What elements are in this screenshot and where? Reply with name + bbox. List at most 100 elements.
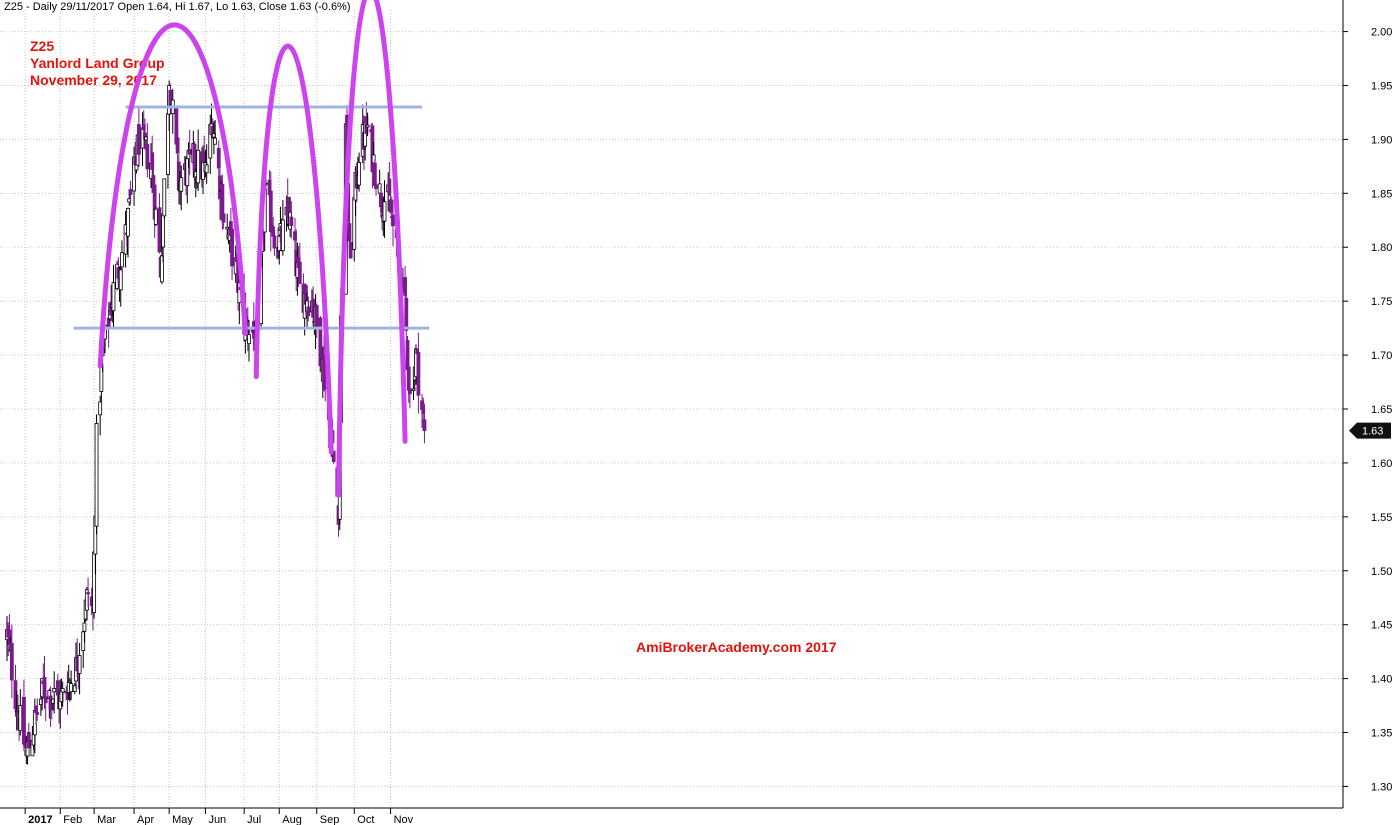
candle-body xyxy=(52,688,57,693)
x-tick-label: Apr xyxy=(137,814,154,825)
x-tick-label: Feb xyxy=(63,814,82,825)
candle-body xyxy=(204,164,209,174)
x-tick-label: Jul xyxy=(247,814,261,825)
candle-body xyxy=(175,137,180,154)
pattern-arc xyxy=(97,22,248,369)
candle-body xyxy=(365,124,370,128)
candle-body xyxy=(128,189,133,196)
candle-body xyxy=(162,178,167,217)
candle-body xyxy=(272,235,277,249)
y-tick-label: 1.65 xyxy=(1371,404,1392,416)
candle-body xyxy=(118,269,123,291)
x-tick-label: 2017 xyxy=(28,814,52,825)
pattern-arcs xyxy=(97,0,408,498)
candle-body xyxy=(221,213,226,223)
y-tick-label: 1.35 xyxy=(1371,728,1392,740)
candle-body xyxy=(18,705,23,732)
x-tick-label: Jun xyxy=(208,814,226,825)
candle-body xyxy=(247,334,251,345)
y-tick-label: 1.90 xyxy=(1371,134,1392,146)
y-tick-label: 1.30 xyxy=(1371,781,1392,793)
candle-body xyxy=(348,241,353,259)
candle-body xyxy=(159,255,164,283)
candle-body xyxy=(77,655,82,674)
y-tick-label: 1.75 xyxy=(1371,296,1392,308)
candle-body xyxy=(94,422,99,527)
candle-body xyxy=(403,277,407,296)
y-tick-label: 1.95 xyxy=(1371,80,1392,92)
y-tick-label: 2.00 xyxy=(1371,27,1392,39)
candle-body xyxy=(422,419,427,431)
candle-body xyxy=(69,683,74,693)
candle-body xyxy=(43,696,48,704)
candle-body xyxy=(136,124,141,155)
candle-body xyxy=(408,388,412,395)
candle-body xyxy=(411,388,416,391)
candle-body xyxy=(187,149,192,155)
y-tick-label: 1.50 xyxy=(1371,566,1392,578)
candle-body xyxy=(153,208,158,225)
pattern-arc xyxy=(336,0,408,498)
x-tick-label: Mar xyxy=(97,814,116,825)
candle-body xyxy=(134,164,139,171)
candle-body xyxy=(404,297,409,331)
candle-body xyxy=(416,352,421,396)
candle-body xyxy=(196,149,201,184)
last-price-label: 1.63 xyxy=(1362,426,1383,438)
candle-body xyxy=(60,688,65,693)
candle-body xyxy=(382,201,387,222)
candle-body xyxy=(86,592,90,595)
chart-title-symbol: Z25 xyxy=(30,38,55,54)
candle-body xyxy=(391,214,395,227)
candle-body xyxy=(216,147,221,169)
candle-body xyxy=(297,261,302,284)
y-tick-label: 1.60 xyxy=(1371,458,1392,470)
x-tick-label: May xyxy=(172,814,193,825)
y-tick-label: 1.45 xyxy=(1371,620,1392,632)
x-tick-label: Sep xyxy=(320,814,340,825)
grid-lines xyxy=(0,10,1343,808)
candle-body xyxy=(120,252,124,268)
pattern-arc xyxy=(253,43,334,455)
candle-body xyxy=(111,282,116,312)
candle-body xyxy=(35,712,40,715)
candle-body xyxy=(145,144,150,170)
candle-body xyxy=(314,305,319,328)
candle-body xyxy=(277,235,282,252)
x-tick-label: Nov xyxy=(394,814,414,825)
candle-body xyxy=(9,642,14,681)
chart-title-company: Yanlord Land Group xyxy=(30,55,165,71)
y-tick-label: 1.80 xyxy=(1371,242,1392,254)
candle-body xyxy=(289,216,294,227)
candle-body xyxy=(161,213,165,248)
y-tick-label: 1.85 xyxy=(1371,188,1392,200)
y-tick-label: 1.55 xyxy=(1371,512,1392,524)
candle-body xyxy=(285,197,290,218)
x-tick-label: Oct xyxy=(357,814,374,825)
candle-body xyxy=(157,207,162,253)
candle-body xyxy=(280,219,285,252)
candle-body xyxy=(230,228,234,267)
chart-header-info: Z25 - Daily 29/11/2017 Open 1.64, Hi 1.6… xyxy=(4,1,351,13)
candle-body xyxy=(213,137,218,145)
last-price-tag xyxy=(1349,422,1391,439)
y-tick-label: 1.40 xyxy=(1371,674,1392,686)
chart-title-date: November 29, 2017 xyxy=(30,72,157,88)
y-tick-label: 1.70 xyxy=(1371,350,1392,362)
candle-body xyxy=(82,622,87,632)
candle-body xyxy=(357,162,362,186)
candle-body xyxy=(98,401,103,416)
candle-body xyxy=(179,177,184,192)
candle-body xyxy=(306,306,311,317)
candle-body xyxy=(192,143,197,171)
candles xyxy=(5,80,427,765)
x-tick-label: Aug xyxy=(282,814,302,825)
candle-body xyxy=(126,208,130,237)
candle-body xyxy=(26,731,31,749)
watermark: AmiBrokerAcademy.com 2017 xyxy=(636,639,837,655)
support-resistance-lines xyxy=(73,105,430,330)
candle-body xyxy=(374,184,378,189)
